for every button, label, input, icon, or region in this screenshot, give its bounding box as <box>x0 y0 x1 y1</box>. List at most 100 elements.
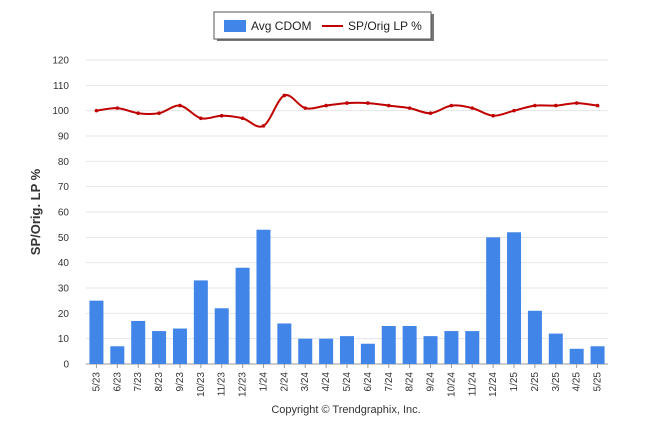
x-tick-label: 9/23 <box>175 372 186 392</box>
line-point <box>533 103 537 108</box>
x-tick-label: 9/24 <box>426 372 437 392</box>
bar <box>298 338 313 364</box>
bar <box>89 300 104 364</box>
x-tick-label: 10/23 <box>196 372 207 397</box>
line-point <box>574 101 579 105</box>
x-tick-label: 7/23 <box>133 372 144 392</box>
y-tick-label: 70 <box>58 182 70 193</box>
bar-series <box>89 229 605 364</box>
x-tick-label: 3/25 <box>551 372 562 392</box>
line-point <box>345 101 349 105</box>
legend-swatch-avg-cdom <box>224 20 246 32</box>
bar <box>381 326 396 364</box>
x-tick-label: 5/24 <box>342 372 353 392</box>
bar <box>402 326 417 364</box>
bar <box>423 336 438 364</box>
y-tick-label: 120 <box>52 56 69 67</box>
y-tick-label: 100 <box>52 106 69 117</box>
bar <box>360 343 375 364</box>
x-axis-ticks: 5/23 6/23 7/23 8/23 9/23 10/23 11/23 12/23 1/24 2… <box>91 364 604 397</box>
line-point <box>303 106 308 110</box>
line-point <box>449 103 454 108</box>
line-point <box>282 93 287 98</box>
bar <box>214 308 229 364</box>
x-tick-label: 10/24 <box>446 372 457 397</box>
bar <box>256 229 271 364</box>
y-tick-label: 20 <box>58 309 70 320</box>
y-tick-label: 80 <box>58 157 70 168</box>
bar <box>110 346 125 364</box>
x-tick-label: 1/24 <box>258 372 269 392</box>
line-point <box>178 103 182 108</box>
bar <box>235 267 250 364</box>
x-tick-label: 7/24 <box>384 372 395 392</box>
bar <box>152 331 167 364</box>
x-tick-label: 8/23 <box>154 372 165 392</box>
x-tick-label: 2/25 <box>530 372 541 392</box>
x-tick-label: 11/24 <box>467 372 478 397</box>
bar <box>548 333 563 364</box>
bar <box>486 237 501 364</box>
line-point <box>386 103 391 108</box>
line-point <box>407 106 412 110</box>
y-tick-label: 0 <box>63 360 69 371</box>
line-point <box>470 106 475 110</box>
line-point <box>428 111 433 115</box>
legend: Avg CDOM SP/Orig LP % <box>213 11 434 41</box>
x-tick-label: 1/25 <box>509 372 520 392</box>
bar <box>172 328 187 364</box>
line-point <box>136 111 140 115</box>
x-tick-label: 6/23 <box>112 372 123 392</box>
y-tick-label: 30 <box>58 284 70 295</box>
x-tick-label: 12/23 <box>238 372 249 397</box>
bar <box>590 346 605 364</box>
y-tick-label: 90 <box>58 132 70 143</box>
bar <box>131 320 146 364</box>
y-tick-label: 60 <box>58 208 70 219</box>
line-point <box>261 124 266 128</box>
x-tick-label: 2/24 <box>279 372 290 392</box>
y-tick-label: 50 <box>58 233 70 244</box>
x-tick-label: 5/23 <box>91 372 102 392</box>
bar <box>319 338 334 364</box>
line-points <box>94 93 600 128</box>
line-point <box>554 103 558 108</box>
bar <box>340 336 354 364</box>
line-point <box>199 116 203 121</box>
x-tick-label: 11/23 <box>217 372 228 397</box>
line-point <box>324 103 328 108</box>
x-tick-label: 6/24 <box>363 372 374 392</box>
line-point <box>157 111 161 115</box>
line-point <box>94 108 99 113</box>
y-tick-label: 40 <box>58 258 70 269</box>
line-point <box>240 116 245 121</box>
bar <box>527 310 542 364</box>
grid <box>86 59 608 340</box>
x-tick-label: 5/25 <box>593 372 604 392</box>
x-tick-label: 4/25 <box>572 372 583 392</box>
legend-label-sp-orig-lp: SP/Orig LP % <box>348 19 422 33</box>
y-tick-label: 10 <box>58 334 70 345</box>
line-point <box>512 108 516 113</box>
x-tick-label: 8/24 <box>405 372 416 392</box>
y-axis-ticks: 0 10 20 30 40 50 60 70 80 90 100 110 120 <box>52 56 69 371</box>
bar <box>507 232 522 364</box>
x-tick-label: 3/24 <box>300 372 311 392</box>
bar <box>465 331 480 364</box>
copyright-footer: Copyright © Trendgraphix, Inc. <box>271 404 420 416</box>
bar <box>277 323 292 364</box>
line-point <box>595 103 600 108</box>
legend-label-avg-cdom: Avg CDOM <box>251 19 311 33</box>
bar <box>444 331 459 364</box>
line-point <box>366 101 370 105</box>
line-point <box>219 113 224 118</box>
line-point <box>491 113 495 118</box>
y-tick-label: 110 <box>53 81 69 92</box>
line-point <box>115 106 120 110</box>
x-tick-label: 12/24 <box>488 372 499 397</box>
bar <box>193 280 208 364</box>
bar <box>569 348 584 364</box>
y-axis-label: SP/Orig. LP % <box>28 168 43 255</box>
x-tick-label: 4/24 <box>321 372 332 392</box>
